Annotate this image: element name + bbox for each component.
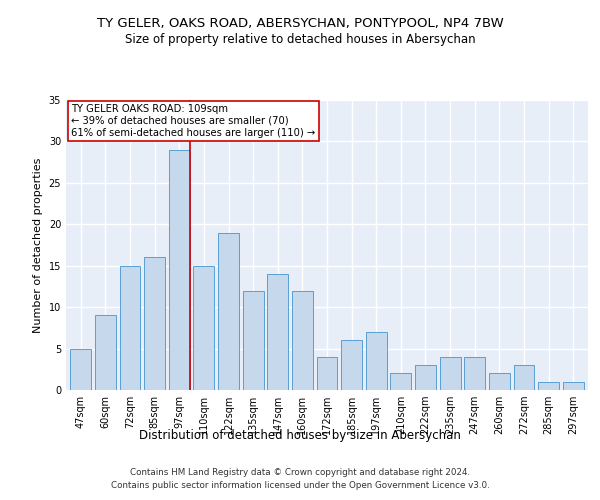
Bar — [415, 365, 436, 390]
Bar — [341, 340, 362, 390]
Text: Distribution of detached houses by size in Abersychan: Distribution of detached houses by size … — [139, 428, 461, 442]
Bar — [366, 332, 387, 390]
Bar — [267, 274, 288, 390]
Bar — [292, 290, 313, 390]
Bar — [95, 316, 116, 390]
Bar — [169, 150, 190, 390]
Text: TY GELER OAKS ROAD: 109sqm
← 39% of detached houses are smaller (70)
61% of semi: TY GELER OAKS ROAD: 109sqm ← 39% of deta… — [71, 104, 316, 138]
Bar — [70, 348, 91, 390]
Bar — [193, 266, 214, 390]
Bar — [489, 374, 510, 390]
Bar — [464, 357, 485, 390]
Y-axis label: Number of detached properties: Number of detached properties — [33, 158, 43, 332]
Bar — [242, 290, 263, 390]
Text: TY GELER, OAKS ROAD, ABERSYCHAN, PONTYPOOL, NP4 7BW: TY GELER, OAKS ROAD, ABERSYCHAN, PONTYPO… — [97, 18, 503, 30]
Text: Contains public sector information licensed under the Open Government Licence v3: Contains public sector information licen… — [110, 482, 490, 490]
Text: Size of property relative to detached houses in Abersychan: Size of property relative to detached ho… — [125, 32, 475, 46]
Bar — [391, 374, 412, 390]
Bar — [317, 357, 337, 390]
Bar — [218, 232, 239, 390]
Bar — [514, 365, 535, 390]
Bar — [538, 382, 559, 390]
Bar — [440, 357, 461, 390]
Bar — [144, 258, 165, 390]
Bar — [563, 382, 584, 390]
Text: Contains HM Land Registry data © Crown copyright and database right 2024.: Contains HM Land Registry data © Crown c… — [130, 468, 470, 477]
Bar — [119, 266, 140, 390]
